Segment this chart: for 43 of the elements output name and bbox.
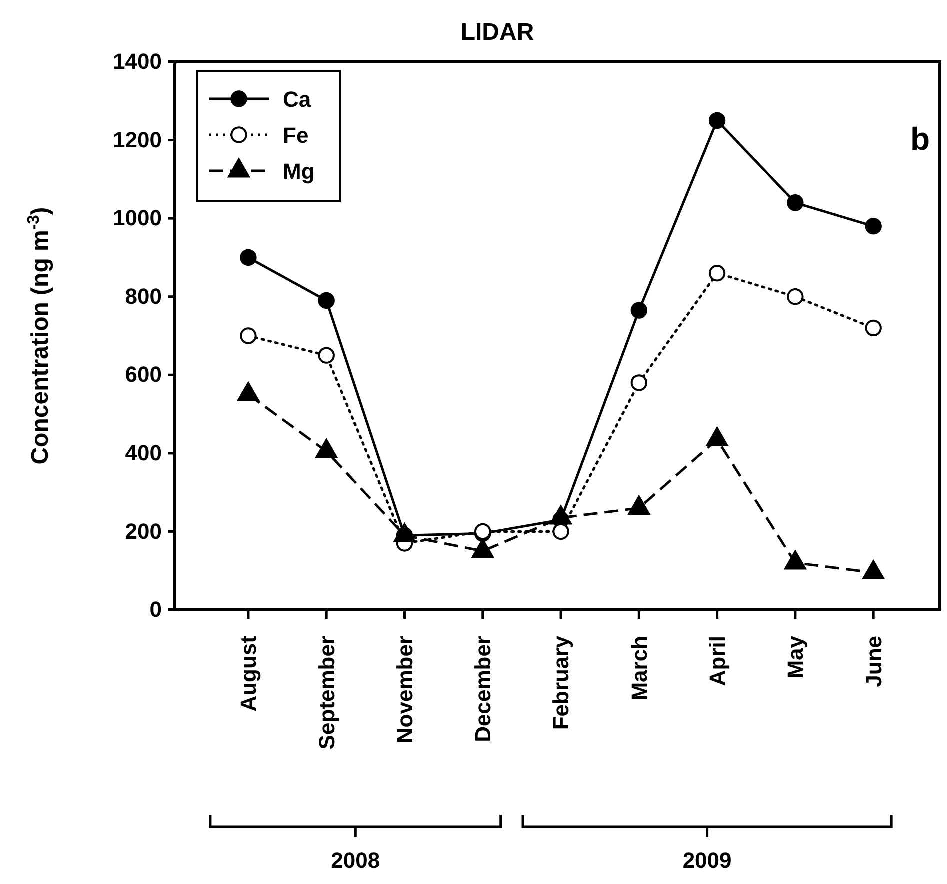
- point: [784, 550, 806, 570]
- legend-label: Ca: [283, 87, 312, 112]
- point: [628, 496, 650, 515]
- point: [862, 560, 884, 580]
- x-tick-label: August: [236, 635, 262, 712]
- point: [318, 347, 335, 364]
- y-tick-label: 1000: [113, 206, 162, 231]
- x-tick-label: March: [626, 636, 652, 701]
- y-tick-label: 600: [125, 362, 162, 388]
- point: [630, 374, 648, 392]
- y-tick-label: 200: [125, 518, 162, 544]
- legend-label: Fe: [283, 123, 309, 148]
- y-tick-label: 0: [150, 597, 162, 622]
- point: [318, 292, 335, 310]
- point: [787, 194, 804, 212]
- x-tick-label: February: [548, 635, 574, 730]
- y-tick-label: 400: [125, 440, 162, 466]
- annotation: b: [910, 121, 930, 157]
- x-tick-label: April: [705, 636, 730, 686]
- point: [865, 218, 882, 235]
- x-tick-label: June: [861, 636, 886, 688]
- point: [787, 288, 804, 306]
- point: [472, 538, 494, 558]
- x-tick-label: December: [470, 636, 496, 742]
- y-tick-label: 1400: [113, 49, 162, 74]
- point: [630, 302, 648, 319]
- legend-label: Mg: [283, 159, 315, 184]
- point: [550, 506, 572, 525]
- point: [708, 112, 726, 130]
- text: 2008: [331, 848, 380, 873]
- x-tick-label: May: [783, 635, 808, 679]
- point: [706, 427, 728, 446]
- text: 2009: [682, 848, 732, 873]
- chart-title: LIDAR: [460, 19, 534, 46]
- point: [708, 265, 726, 282]
- x-tick-label: November: [392, 636, 418, 744]
- point: [316, 439, 338, 458]
- point: [865, 320, 882, 337]
- y-tick-label: 1200: [113, 127, 162, 152]
- point: [240, 328, 257, 344]
- point: [240, 249, 257, 266]
- x-tick-label: September: [314, 636, 340, 750]
- y-tick-label: 800: [125, 284, 162, 309]
